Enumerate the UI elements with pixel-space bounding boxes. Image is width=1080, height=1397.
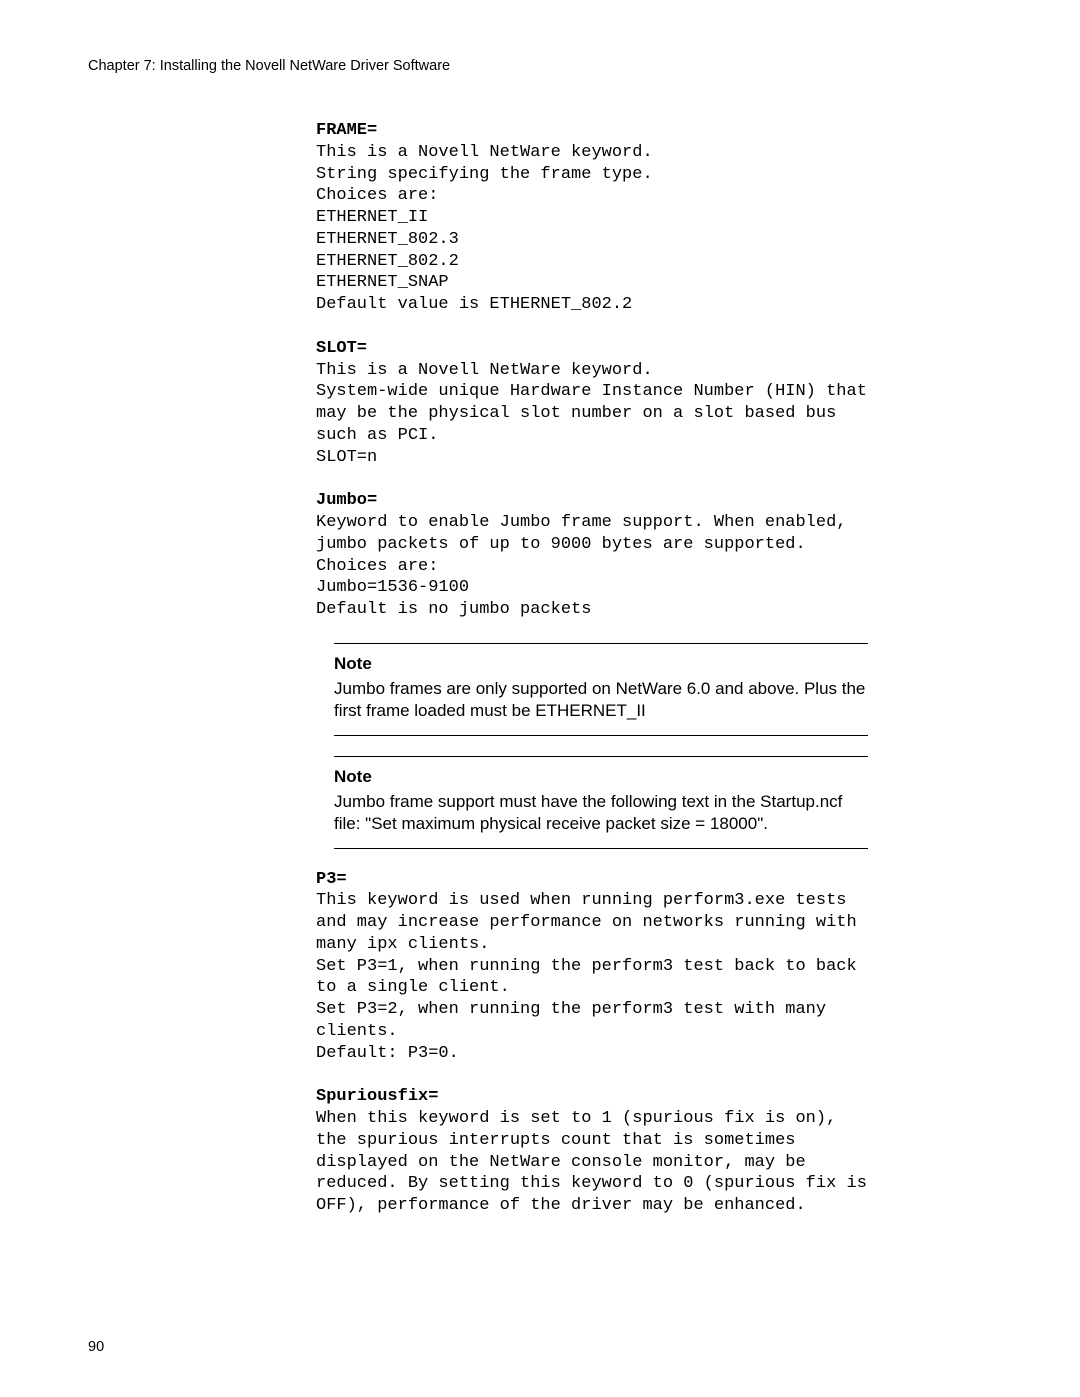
note-body: Jumbo frame support must have the follow… [334, 791, 868, 836]
section-spuriousfix: Spuriousfix= When this keyword is set to… [316, 1086, 876, 1217]
section-body: This is a Novell NetWare keyword. System… [316, 360, 876, 469]
section-body: This is a Novell NetWare keyword. String… [316, 142, 876, 316]
note-box-1: Note Jumbo frames are only supported on … [334, 643, 868, 736]
section-title: Jumbo= [316, 490, 876, 512]
section-title: FRAME= [316, 120, 876, 142]
section-slot: SLOT= This is a Novell NetWare keyword. … [316, 338, 876, 469]
page-number: 90 [88, 1339, 104, 1355]
page-content: FRAME= This is a Novell NetWare keyword.… [316, 120, 876, 1217]
note-body: Jumbo frames are only supported on NetWa… [334, 678, 868, 723]
section-title: Spuriousfix= [316, 1086, 876, 1108]
page-header: Chapter 7: Installing the Novell NetWare… [88, 58, 992, 74]
document-page: Chapter 7: Installing the Novell NetWare… [0, 0, 1080, 1397]
note-title: Note [334, 767, 868, 787]
section-body: When this keyword is set to 1 (spurious … [316, 1108, 876, 1217]
note-box-2: Note Jumbo frame support must have the f… [334, 756, 868, 849]
section-frame: FRAME= This is a Novell NetWare keyword.… [316, 120, 876, 316]
section-title: SLOT= [316, 338, 876, 360]
section-p3: P3= This keyword is used when running pe… [316, 869, 876, 1065]
section-body: Keyword to enable Jumbo frame support. W… [316, 512, 876, 621]
note-title: Note [334, 654, 868, 674]
section-body: This keyword is used when running perfor… [316, 890, 876, 1064]
section-title: P3= [316, 869, 876, 891]
section-jumbo: Jumbo= Keyword to enable Jumbo frame sup… [316, 490, 876, 621]
